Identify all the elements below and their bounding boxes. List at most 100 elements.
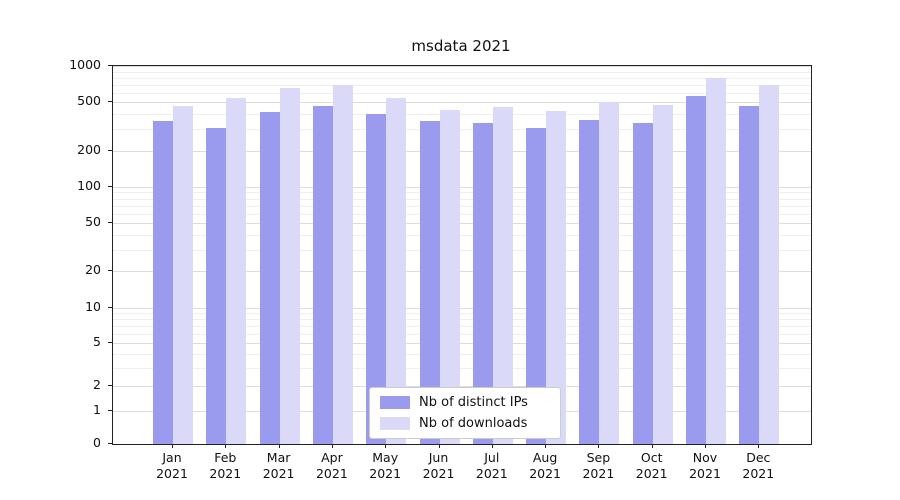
y-tick-mark [108,270,112,272]
major-gridline [113,271,811,273]
y-tick-label: 5 [93,334,101,350]
x-tick-label: Jul 2021 [475,450,508,481]
plot-area [112,65,812,445]
bar-distinct-ips [472,123,493,444]
y-tick-label: 100 [77,177,101,193]
y-tick-label: 50 [85,214,101,230]
bar-distinct-ips [366,114,387,444]
bar-downloads [173,105,193,444]
y-tick-label: 20 [85,262,101,278]
minor-gridline [113,114,811,116]
bar-downloads [599,102,620,444]
y-tick-label: 2 [93,377,101,393]
major-gridline [113,343,811,345]
bar-downloads [492,106,513,444]
y-tick-mark [108,65,112,66]
y-tick-mark [108,385,112,387]
minor-gridline [113,71,811,73]
x-tick-mark [598,444,600,448]
legend-item: Nb of distinct IPs [380,395,550,410]
x-tick-label: Dec 2021 [742,450,775,481]
bar-downloads [652,105,673,444]
x-tick-mark [705,444,706,448]
bar-downloads [279,87,300,444]
bar-downloads [759,84,780,444]
minor-gridline [113,205,811,207]
minor-gridline [113,235,811,237]
bar-downloads [439,110,460,444]
bar-distinct-ips [419,121,440,444]
y-tick-label: 200 [77,141,101,157]
bar-distinct-ips [259,111,280,444]
x-tick-label: Feb 2021 [209,450,242,481]
x-tick-mark [225,444,227,448]
x-tick-label: Jan 2021 [156,450,188,481]
x-tick-mark [545,444,547,448]
bar-downloads [332,84,353,444]
y-tick-label: 1000 [69,57,101,72]
x-tick-label: Aug 2021 [529,450,561,481]
minor-gridline [113,192,811,194]
bar-downloads [386,98,407,444]
major-gridline [113,102,811,104]
x-tick-label: May 2021 [369,450,402,481]
x-tick-label: Oct 2021 [635,450,668,481]
bar-distinct-ips [579,119,600,444]
y-tick-mark [108,342,112,344]
minor-gridline [113,354,811,356]
y-tick-label: 10 [85,298,101,314]
major-gridline [113,150,811,152]
legend-item: Nb of downloads [380,416,550,431]
y-tick-mark [108,185,112,187]
y-tick-mark [108,410,112,412]
y-tick-label: 500 [77,93,101,109]
minor-gridline [113,368,811,370]
y-tick-mark [108,306,112,308]
major-gridline [113,186,811,188]
x-tick-mark [438,444,440,448]
major-gridline [113,223,811,225]
x-tick-label: Apr 2021 [315,450,348,481]
x-tick-label: Mar 2021 [262,450,295,481]
bar-distinct-ips [739,105,760,444]
x-tick-label: Jun 2021 [422,450,455,481]
minor-gridline [113,250,811,252]
x-tick-mark [172,444,173,448]
x-tick-mark [758,444,760,448]
legend: Nb of distinct IPs Nb of downloads [369,387,561,439]
x-tick-mark [491,444,493,448]
bar-distinct-ips [526,127,547,444]
legend-swatch [380,396,410,409]
minor-gridline [113,84,811,86]
chart-title: msdata 2021 [411,37,511,55]
major-gridline [113,307,811,309]
y-tick-mark [108,149,112,151]
minor-gridline [113,313,811,315]
minor-gridline [113,129,811,131]
x-tick-mark [651,444,653,448]
x-tick-label: Nov 2021 [689,450,721,481]
legend-swatch [380,417,410,430]
y-tick-label: 0 [93,435,101,450]
bar-distinct-ips [632,122,653,444]
x-tick-mark [385,444,387,448]
major-gridline [113,66,811,67]
bar-distinct-ips [153,121,173,444]
x-tick-label: Sep 2021 [582,450,615,481]
bar-downloads [546,110,567,444]
major-gridline [113,386,811,388]
y-tick-mark [108,443,112,444]
legend-label: Nb of distinct IPs [419,395,528,410]
minor-gridline [113,198,811,200]
legend-label: Nb of downloads [419,416,528,431]
bar-distinct-ips [312,105,333,444]
minor-gridline [113,77,811,79]
minor-gridline [113,213,811,215]
x-tick-mark [278,444,280,448]
minor-gridline [113,333,811,335]
minor-gridline [113,326,811,328]
bar-distinct-ips [686,95,706,444]
bar-downloads [226,98,247,444]
y-tick-label: 1 [93,402,101,418]
